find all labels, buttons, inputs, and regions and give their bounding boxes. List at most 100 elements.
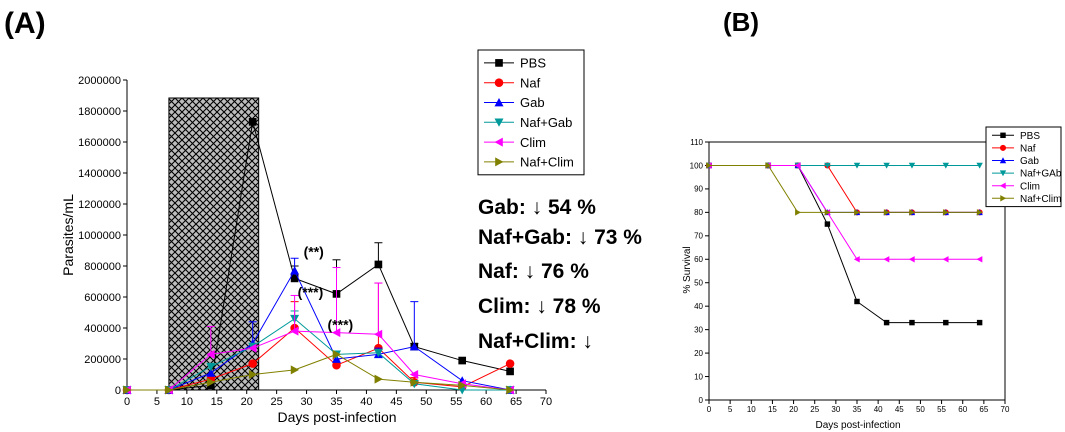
panel-b-legend-item-naf: Naf [992,144,1036,155]
data-point [206,368,216,377]
data-point [706,162,713,169]
data-point [976,319,983,326]
panel-a-y-tick-label: 0 [115,385,121,397]
data-point [795,209,801,216]
panel-b-y-tick-label: 80 [694,208,703,217]
data-point [942,256,949,263]
panel-a-x-tick-label: 60 [480,396,492,408]
legend-label: Naf [520,75,541,90]
summary-line-naf-gab: Naf+Gab: ↓ 73 % [478,226,642,249]
panel-a-legend [477,49,585,176]
panel-b-y-tick-label: 50 [694,279,703,288]
data-point [824,221,831,227]
panel-b-y-tick-label: 60 [694,255,703,264]
data-point [794,162,801,169]
panel-a-series-line-naf-clim [127,353,511,391]
legend-marker [495,157,504,167]
data-point [332,360,341,370]
panel-a-series-line-clim [127,330,511,391]
panel-b-series-clim [705,162,983,263]
panel-a-x-tick-label: 15 [211,396,223,408]
data-point [206,349,215,359]
data-point [854,209,861,216]
legend-label: Gab [520,95,545,110]
panel-a-x-tick-label: 70 [540,396,552,408]
panel-b-x-tick-label: 25 [810,405,819,414]
data-point [942,162,949,169]
data-point [853,162,861,169]
panel-b-x-tick-label: 0 [707,405,712,414]
data-point [854,298,860,305]
panel-a-x-tick-label: 10 [181,396,193,408]
panel-a-legend-item-naf-gab: Naf+Gab [484,115,572,130]
panel-b-plot: 0 5 10 15 20 25 30 35 40 45 50 55 60 65 70 0 10 20 30 40 50 6… [690,126,1062,414]
panel-a-x-tick-label: 20 [241,396,253,408]
panel-label-a: (A) [4,7,46,40]
data-point [410,377,419,387]
panel-a-legend-item-clim: Clim [484,135,546,150]
panel-a-series-line-naf-gab [127,318,511,391]
panel-a-y-axis-label: Parasites/mL [60,194,76,276]
legend-marker [494,137,503,147]
panel-b-y-tick-label: 100 [690,161,704,170]
panel-a-x-tick-label: 45 [390,396,402,408]
panel-b-x-tick-label: 45 [895,405,904,414]
panel-b-x-tick-label: 5 [728,405,733,414]
panel-b-legend-item-naf-gab: Naf+GAb [992,169,1062,180]
summary-line-gab: Gab: ↓ 54 % [478,196,596,219]
data-point [506,385,515,395]
panel-b-legend-item-gab: Gab [992,156,1039,167]
panel-b-y-tick-label: 30 [694,325,703,334]
data-point [976,256,983,263]
data-point [883,319,890,326]
legend-label: Clim [520,135,546,150]
panel-a-legend-item-pbs: PBS [484,56,546,71]
legend-label: PBS [520,56,546,71]
panel-a-y-tick-label: 2000000 [78,75,121,87]
panel-a-y-tick-label: 1000000 [78,230,121,242]
panel-a-x-tick-label: 50 [420,396,432,408]
panel-b-y-tick-label: 40 [694,302,703,311]
legend-marker [999,182,1006,189]
panel-b-x-tick-label: 30 [831,405,840,414]
panel-b-x-tick-label: 55 [937,405,946,414]
panel-b-legend-item-pbs: PBS [992,131,1040,142]
panel-a-y-tick-label: 1600000 [78,137,121,149]
panel-b-series-gab [705,162,983,216]
panel-a-y-tick-label: 600000 [84,292,121,304]
data-point [248,343,257,353]
data-point [206,381,215,390]
data-point [248,118,257,126]
data-point [505,359,515,368]
significance-annotation: (***) [328,317,354,333]
data-point [458,356,467,365]
data-point [824,162,831,169]
panel-a-series-naf-clim [123,349,515,395]
panel-b-x-tick-label: 20 [789,405,798,414]
data-point [458,380,467,390]
data-point [765,162,772,169]
panel-b-x-tick-label: 40 [874,405,883,414]
data-point [976,209,983,216]
legend-label: Naf [1020,144,1036,155]
data-point [853,256,860,263]
panel-a-legend-item-naf-clim: Naf+Clim [484,155,574,170]
data-point [332,328,341,338]
data-point [374,260,383,269]
panel-b-legend-item-clim: Clim [992,181,1040,192]
panel-b-x-tick-label: 35 [853,405,862,414]
summary-line-clim: Clim: ↓ 78 % [478,295,601,318]
legend-marker [494,98,504,107]
panel-a-x-tick-label: 0 [124,396,130,408]
panel-b-x-axis-label: Days post-infection [815,420,900,431]
panel-a-series-line-naf [127,327,511,391]
data-point [373,348,383,358]
data-point [409,370,419,379]
panel-a-x-tick-label: 55 [450,396,462,408]
panel-a-y-tick-label: 400000 [84,323,121,335]
treatment-period-shading [168,97,260,391]
data-point [206,362,216,372]
panel-b-y-tick-label: 110 [690,138,703,147]
panel-a-x-tick-label: 30 [300,396,312,408]
